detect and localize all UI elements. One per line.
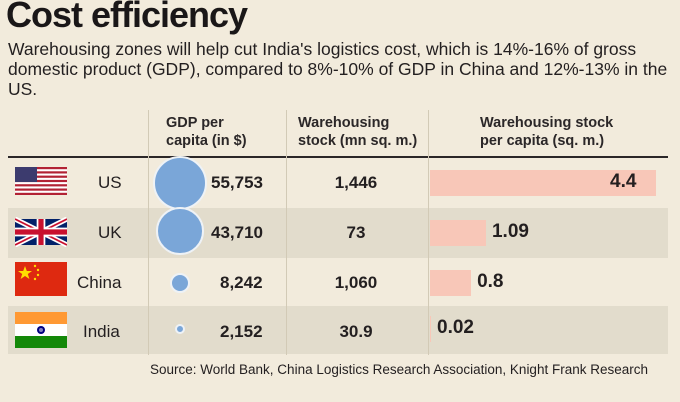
gdp-header-line1: GDP per — [166, 115, 224, 131]
india-flag-icon — [15, 312, 67, 348]
country-label: UK — [98, 223, 122, 242]
us-flag-icon — [15, 167, 67, 197]
stock-value: 30.9 — [339, 322, 373, 341]
per-capita-bar-china — [430, 270, 472, 296]
gdp-bubble-uk — [156, 207, 204, 255]
gdp-value: 2,152 — [220, 322, 263, 341]
table-row-uk — [8, 208, 668, 258]
gdp-header-line2: capita (in $) — [166, 133, 247, 149]
gdp-column-header: GDP per capita (in $) — [166, 114, 247, 150]
table-row-india — [8, 306, 668, 354]
per-capita-value: 0.02 — [437, 317, 474, 338]
stock-header-line1: Warehousing — [298, 115, 390, 131]
per-capita-value: 4.4 — [610, 171, 637, 192]
stock-value: 73 — [346, 223, 366, 242]
gdp-bubble-india — [174, 323, 186, 335]
header-divider — [8, 156, 668, 158]
per-capita-bar-uk — [430, 220, 486, 246]
uk-flag-icon — [15, 217, 67, 247]
source-note: Source: World Bank, China Logistics Rese… — [150, 362, 648, 377]
stock-column-header: Warehousing stock (mn sq. m.) — [298, 114, 417, 150]
stock-header-line2: stock (mn sq. m.) — [298, 133, 418, 149]
country-label: China — [77, 273, 122, 292]
per-capita-bar-us — [430, 170, 656, 196]
per-capita-bar-india — [430, 316, 432, 342]
stock-value: 1,060 — [334, 273, 378, 292]
gdp-bubble-china — [169, 272, 191, 294]
china-flag-icon — [15, 262, 67, 296]
gdp-value: 55,753 — [211, 173, 263, 192]
gdp-value: 43,710 — [211, 223, 263, 242]
column-divider — [148, 110, 149, 355]
country-label: India — [83, 322, 120, 341]
subtitle: Warehousing zones will help cut India's … — [8, 39, 668, 99]
gdp-value: 8,242 — [220, 273, 263, 292]
stock-value: 1,446 — [334, 173, 378, 192]
per-capita-value: 1.09 — [491, 221, 529, 242]
country-label: US — [98, 173, 122, 192]
column-divider — [428, 110, 429, 355]
per-capita-header-line2: per capita (sq. m.) — [480, 133, 605, 149]
per-capita-value: 0.8 — [477, 271, 504, 292]
page-title: Cost efficiency — [6, 0, 248, 35]
column-divider — [286, 110, 287, 355]
gdp-bubble-us — [153, 156, 207, 210]
per-capita-header-line1: Warehousing stock — [480, 115, 614, 131]
per-capita-column-header: Warehousing stock per capita (sq. m.) — [480, 114, 613, 150]
